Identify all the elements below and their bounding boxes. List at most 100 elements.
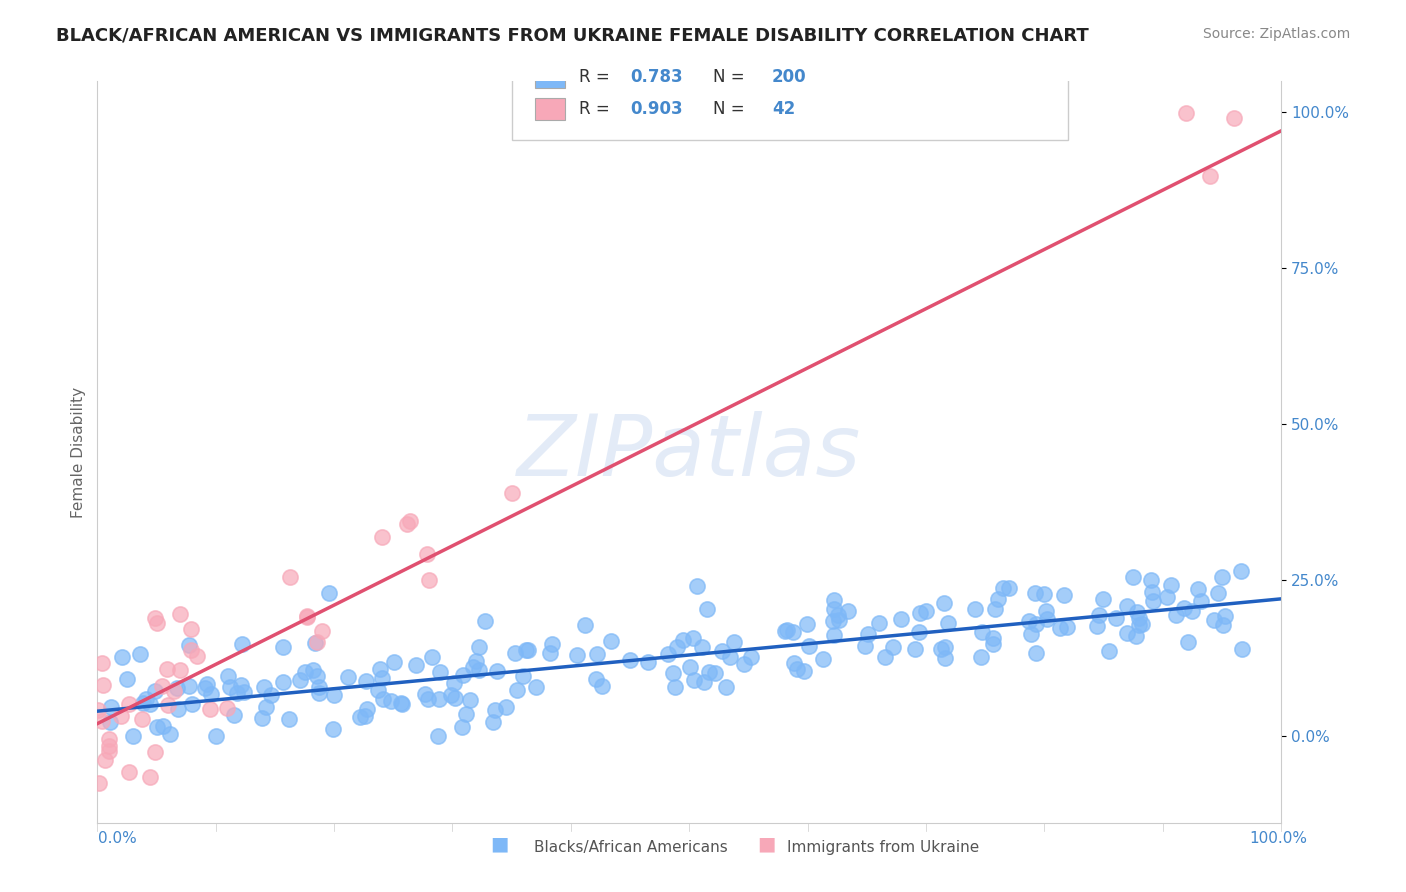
Point	[337, 670, 360, 684]
Text: N =: N =	[713, 100, 749, 118]
Point	[100, 700, 122, 714]
Point	[132, 696, 155, 710]
Point	[1206, 586, 1229, 600]
Text: ■: ■	[489, 834, 509, 853]
Point	[981, 631, 1004, 645]
Text: Source: ZipAtlas.com: Source: ZipAtlas.com	[1202, 27, 1350, 41]
Point	[110, 709, 132, 723]
Point	[429, 692, 451, 706]
Point	[1122, 570, 1144, 584]
Point	[98, 744, 121, 758]
Point	[371, 691, 394, 706]
Point	[972, 625, 994, 640]
Point	[273, 640, 295, 654]
Point	[929, 642, 952, 657]
Point	[585, 647, 607, 661]
Point	[1018, 614, 1040, 628]
Point	[723, 635, 745, 649]
Point	[936, 616, 959, 631]
Point	[823, 601, 845, 615]
Point	[278, 712, 301, 726]
Point	[356, 673, 378, 688]
Point	[1177, 635, 1199, 649]
Point	[231, 678, 253, 692]
Point	[128, 647, 150, 661]
Text: Blacks/African Americans: Blacks/African Americans	[534, 840, 728, 855]
Point	[294, 665, 316, 679]
Point	[194, 681, 217, 695]
Point	[541, 637, 564, 651]
Point	[180, 622, 202, 636]
Point	[783, 656, 806, 670]
Point	[1024, 586, 1046, 600]
Point	[367, 683, 389, 698]
Point	[305, 669, 328, 683]
Point	[311, 624, 333, 638]
Point	[662, 665, 685, 680]
Text: 100.0%: 100.0%	[1250, 831, 1308, 846]
Point	[451, 720, 474, 734]
Point	[875, 649, 897, 664]
Point	[186, 648, 208, 663]
Point	[1025, 646, 1047, 660]
Point	[733, 657, 755, 671]
Point	[253, 680, 276, 694]
Point	[254, 700, 277, 714]
Point	[512, 669, 534, 683]
Point	[1132, 616, 1154, 631]
Point	[198, 702, 221, 716]
Point	[146, 616, 169, 631]
Point	[837, 604, 859, 618]
Point	[231, 637, 253, 651]
Point	[420, 650, 443, 665]
Point	[934, 650, 956, 665]
Point	[87, 703, 110, 717]
Point	[932, 596, 955, 610]
Point	[697, 665, 720, 679]
Point	[1187, 582, 1209, 596]
Point	[619, 653, 641, 667]
Y-axis label: Female Disability: Female Disability	[72, 386, 86, 517]
Point	[828, 613, 851, 627]
Point	[219, 680, 242, 694]
Point	[682, 631, 704, 645]
Point	[416, 692, 439, 706]
Point	[349, 710, 371, 724]
Point	[782, 625, 804, 640]
Point	[474, 614, 496, 628]
Point	[1116, 626, 1139, 640]
Point	[1211, 570, 1233, 584]
Point	[679, 660, 702, 674]
Point	[696, 602, 718, 616]
Point	[443, 691, 465, 706]
Point	[429, 665, 451, 679]
Point	[465, 654, 488, 668]
Point	[1053, 588, 1076, 602]
Point	[1088, 607, 1111, 622]
Point	[773, 624, 796, 638]
Point	[138, 770, 160, 784]
Point	[382, 655, 405, 669]
Point	[139, 697, 162, 711]
Point	[970, 650, 993, 665]
Point	[90, 657, 112, 671]
Point	[799, 639, 821, 653]
Point	[666, 640, 689, 655]
Point	[1139, 573, 1161, 587]
Point	[121, 729, 143, 743]
Point	[273, 674, 295, 689]
Point	[690, 640, 713, 654]
Point	[217, 669, 239, 683]
Point	[467, 664, 489, 678]
Point	[413, 687, 436, 701]
Point	[998, 582, 1021, 596]
Text: BLACK/AFRICAN AMERICAN VS IMMIGRANTS FROM UKRAINE FEMALE DISABILITY CORRELATION : BLACK/AFRICAN AMERICAN VS IMMIGRANTS FRO…	[56, 27, 1090, 45]
Point	[98, 714, 121, 729]
Point	[910, 607, 932, 621]
Point	[1035, 604, 1057, 618]
Point	[574, 618, 596, 632]
Point	[786, 662, 808, 676]
Point	[821, 614, 844, 628]
Point	[1140, 585, 1163, 599]
Point	[396, 517, 419, 532]
